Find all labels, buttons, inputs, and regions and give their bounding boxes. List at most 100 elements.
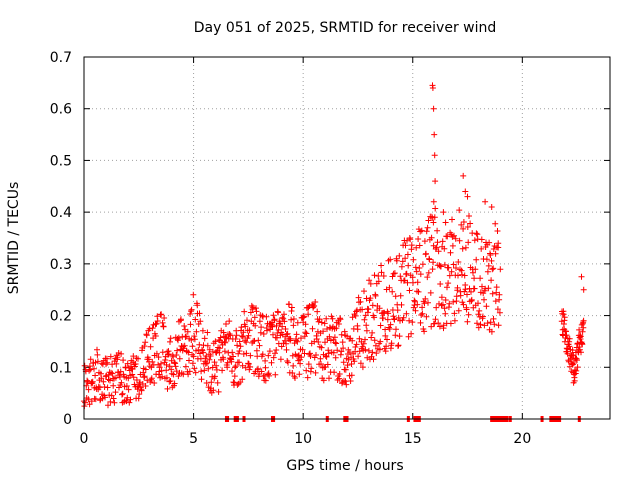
data-point bbox=[198, 368, 205, 375]
data-point bbox=[331, 369, 338, 376]
data-point bbox=[272, 350, 278, 357]
data-point bbox=[479, 313, 486, 320]
data-point bbox=[301, 350, 308, 357]
data-point bbox=[442, 310, 449, 317]
data-point bbox=[255, 365, 261, 372]
data-point bbox=[410, 256, 417, 263]
data-point bbox=[253, 308, 260, 315]
data-point bbox=[425, 269, 432, 276]
data-point bbox=[174, 347, 181, 354]
data-point bbox=[483, 303, 490, 310]
data-point bbox=[178, 316, 184, 323]
data-point bbox=[579, 341, 586, 348]
data-point bbox=[188, 337, 195, 343]
data-point bbox=[390, 270, 397, 277]
y-tick-label: 0.5 bbox=[50, 153, 72, 169]
data-point bbox=[142, 339, 149, 346]
data-point bbox=[141, 343, 148, 350]
plot-frame bbox=[83, 56, 611, 420]
data-point bbox=[360, 340, 367, 347]
data-point bbox=[482, 198, 489, 205]
data-point bbox=[283, 340, 290, 347]
data-point bbox=[462, 286, 469, 293]
data-point bbox=[371, 337, 378, 344]
data-point bbox=[342, 378, 349, 385]
data-point bbox=[206, 346, 213, 353]
data-point bbox=[243, 350, 250, 357]
data-point bbox=[240, 351, 247, 357]
data-point bbox=[367, 295, 374, 302]
data-point bbox=[325, 350, 332, 357]
data-point bbox=[318, 344, 325, 351]
data-point bbox=[489, 290, 496, 297]
y-tick-label: 0.2 bbox=[50, 309, 72, 325]
data-point bbox=[284, 330, 291, 337]
y-tick-label: 0.6 bbox=[50, 102, 72, 118]
data-point bbox=[324, 326, 330, 332]
data-point bbox=[92, 372, 99, 379]
data-point bbox=[159, 319, 166, 326]
data-point bbox=[302, 321, 309, 328]
data-point bbox=[323, 353, 330, 360]
data-point bbox=[94, 351, 101, 358]
data-point bbox=[333, 340, 340, 347]
data-point bbox=[224, 359, 231, 366]
data-point bbox=[425, 217, 432, 224]
data-point bbox=[197, 318, 204, 325]
data-point bbox=[348, 361, 355, 367]
data-point bbox=[330, 349, 337, 356]
data-point bbox=[204, 329, 211, 336]
data-point bbox=[100, 378, 107, 385]
data-point bbox=[286, 301, 293, 308]
data-point bbox=[464, 193, 471, 200]
data-point bbox=[407, 236, 414, 243]
data-point bbox=[463, 306, 470, 313]
data-point bbox=[199, 327, 206, 334]
data-point bbox=[245, 332, 252, 339]
data-point bbox=[483, 256, 490, 263]
data-point bbox=[230, 353, 237, 360]
data-point bbox=[414, 301, 421, 308]
data-point bbox=[449, 216, 455, 223]
data-point bbox=[384, 316, 391, 323]
data-point bbox=[481, 296, 487, 303]
data-point bbox=[305, 361, 312, 368]
data-point bbox=[566, 335, 573, 342]
data-point bbox=[386, 326, 393, 332]
data-point bbox=[468, 296, 475, 303]
data-point bbox=[363, 322, 370, 329]
data-point bbox=[332, 339, 339, 346]
data-point bbox=[298, 354, 305, 361]
data-point bbox=[183, 333, 190, 340]
data-point bbox=[110, 395, 117, 402]
data-point bbox=[280, 315, 287, 322]
data-point bbox=[453, 293, 460, 300]
data-point bbox=[428, 234, 435, 241]
data-point bbox=[288, 316, 295, 323]
data-point bbox=[272, 371, 279, 378]
data-point bbox=[430, 259, 437, 266]
data-point bbox=[132, 361, 139, 367]
data-point bbox=[574, 357, 580, 364]
data-point bbox=[471, 275, 478, 282]
data-point bbox=[293, 331, 300, 338]
data-point bbox=[431, 152, 438, 159]
data-point bbox=[369, 302, 376, 309]
data-point bbox=[371, 314, 378, 321]
data-point bbox=[404, 251, 411, 258]
data-point bbox=[348, 372, 355, 379]
data-point bbox=[320, 328, 327, 335]
data-point bbox=[214, 379, 221, 386]
data-point bbox=[455, 272, 461, 279]
data-point bbox=[130, 353, 137, 360]
data-point bbox=[167, 338, 173, 345]
data-point bbox=[108, 369, 115, 376]
data-point bbox=[434, 239, 441, 246]
data-point bbox=[318, 361, 324, 367]
data-point bbox=[282, 326, 289, 332]
data-point bbox=[416, 242, 423, 249]
data-point bbox=[124, 360, 131, 367]
data-point bbox=[451, 317, 458, 324]
data-point bbox=[380, 273, 387, 279]
data-point bbox=[333, 325, 340, 332]
